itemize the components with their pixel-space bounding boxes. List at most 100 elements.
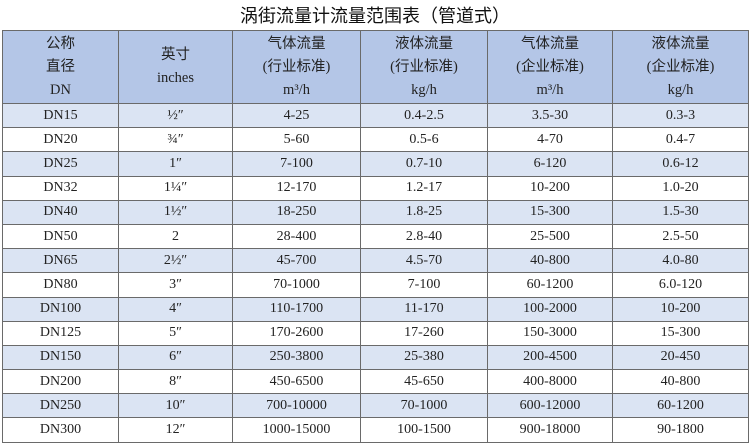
data-cell: 2.5-50 [612, 223, 749, 250]
data-cell: 100-2000 [487, 296, 613, 322]
header-text: kg/h [411, 81, 437, 98]
data-cell: 1¼″ [118, 175, 233, 201]
table-title: 涡街流量计流量范围表（管道式） [240, 6, 510, 26]
data-row: DN150 6″ 250-3800 25-380 200-4500 20-450 [2, 344, 749, 371]
data-cell: 4-25 [232, 102, 361, 129]
data-cell: 60-1200 [487, 272, 613, 298]
data-cell: 150-3000 [487, 320, 613, 346]
data-cell: 2 [118, 223, 233, 250]
data-cell: 70-1000 [232, 272, 361, 298]
data-cell: 1000-15000 [232, 417, 361, 443]
data-row: DN300 12″ 1000-15000 100-1500 900-18000 90-18… [2, 417, 749, 443]
header-text: m³/h [283, 81, 310, 98]
header-text: m³/h [536, 81, 564, 98]
data-row: DN32 1¼″ 12-170 1.2-17 10-200 1.0-20 [2, 175, 749, 201]
data-cell: 11-170 [360, 296, 488, 322]
header-text: (企业标准) [516, 58, 584, 75]
header-row: 公称 直径 DN 英寸 inches 气体流量 (行业标准) m³/h 液体流量 (行业标准) kg… [2, 30, 749, 104]
data-cell: 5″ [118, 320, 233, 346]
data-cell: 1.8-25 [360, 199, 488, 225]
data-cell: 5-60 [232, 127, 361, 153]
data-cell: 1.0-20 [612, 175, 749, 201]
data-cell: 7-100 [232, 151, 361, 177]
data-cell: DN15 [2, 102, 119, 129]
data-row: DN100 4″ 110-1700 11-170 100-2000 10-200 [2, 296, 749, 322]
data-cell: 15-300 [487, 199, 613, 225]
data-cell: 10″ [118, 393, 233, 419]
header-cell: 液体流量 (行业标准) kg/h [360, 30, 488, 104]
data-cell: 4″ [118, 296, 233, 322]
data-cell: 100-1500 [360, 417, 488, 443]
data-cell: 900-18000 [487, 417, 613, 443]
data-cell: 0.7-10 [360, 151, 488, 177]
header-text: 公称 [46, 35, 75, 52]
data-cell: 45-650 [360, 369, 488, 395]
data-cell: 4-70 [487, 127, 613, 153]
header-text: (企业标准) [646, 58, 715, 75]
data-cell: 28-400 [232, 223, 361, 250]
data-cell: ½″ [118, 102, 233, 129]
data-cell: DN100 [2, 296, 119, 322]
data-cell: 3″ [118, 272, 233, 298]
header-text: inches [156, 70, 195, 86]
data-cell: DN40 [2, 199, 119, 225]
data-cell: 7-100 [360, 272, 488, 298]
data-cell: 40-800 [487, 248, 613, 274]
data-cell: 15-300 [612, 320, 749, 346]
data-cell: 2.8-40 [360, 223, 488, 250]
header-text: kg/h [667, 81, 694, 98]
data-cell: 6.0-120 [612, 272, 749, 298]
data-cell: 8″ [118, 369, 233, 395]
data-cell: 700-10000 [232, 393, 361, 419]
data-cell: 200-4500 [487, 344, 613, 371]
data-cell: 250-3800 [232, 344, 361, 371]
header-text: DN [50, 81, 71, 98]
data-cell: DN50 [2, 223, 119, 250]
data-cell: 10-200 [612, 296, 749, 322]
data-cell: 4.5-70 [360, 248, 488, 274]
data-row: DN20 ¾″ 5-60 0.5-6 4-70 0.4-7 [2, 127, 749, 153]
data-cell: 12-170 [232, 175, 361, 201]
data-cell: 6-120 [487, 151, 613, 177]
data-cell: 90-1800 [612, 417, 749, 443]
data-cell: 450-6500 [232, 369, 361, 395]
data-cell: DN250 [2, 393, 119, 419]
header-text: 英寸 [161, 47, 190, 63]
data-cell: 0.4-7 [612, 127, 749, 153]
header-text: (行业标准) [262, 58, 331, 75]
header-cell: 公称直径 DN [2, 30, 119, 104]
data-cell: 1″ [118, 151, 233, 177]
data-cell: 45-700 [232, 248, 361, 274]
data-cell: DN20 [2, 127, 119, 153]
flow-range-table: 公称 直径 DN 英寸 inches 气体流量 (行业标准) m³/h 液体流量 (行业标准) kg… [2, 30, 749, 443]
data-cell: 20-450 [612, 344, 749, 371]
data-cell: DN80 [2, 272, 119, 298]
data-cell: 4.0-80 [612, 248, 749, 274]
data-row: DN80 3″ 70-1000 7-100 60-1200 6.0-120 [2, 272, 749, 298]
data-cell: DN125 [2, 320, 119, 346]
data-cell: DN25 [2, 151, 119, 177]
data-row: DN250 10″ 700-10000 70-1000 600-12000 60-1200 [2, 393, 749, 419]
data-cell: 17-260 [360, 320, 488, 346]
data-cell: 18-250 [232, 199, 361, 225]
header-cell: 液体流量 (企业标准) kg/h [612, 30, 749, 104]
data-cell: 170-2600 [232, 320, 361, 346]
header-cell: 气体流量 (行业标准) m³/h [232, 30, 361, 104]
data-cell: 70-1000 [360, 393, 488, 419]
data-cell: 12″ [118, 417, 233, 443]
data-row: DN15 ½″ 4-25 0.4-2.5 3.5-30 0.3-3 [2, 102, 749, 129]
data-row: DN40 1½″ 18-250 1.8-25 15-300 1.5-30 [2, 199, 749, 225]
data-cell: 0.6-12 [612, 151, 749, 177]
data-cell: 0.5-6 [360, 127, 488, 153]
header-text: 直径 [46, 58, 75, 75]
data-cell: 1½″ [118, 199, 233, 225]
data-cell: 110-1700 [232, 296, 361, 322]
data-cell: 3.5-30 [487, 102, 613, 129]
data-cell: 1.2-17 [360, 175, 488, 201]
data-cell: 600-12000 [487, 393, 613, 419]
data-cell: 25-500 [487, 223, 613, 250]
data-row: DN65 2½″ 45-700 4.5-70 40-800 4.0-80 [2, 248, 749, 274]
header-cell: 气体流量 (企业标准) m³/h [487, 30, 613, 104]
data-cell: 40-800 [612, 369, 749, 395]
